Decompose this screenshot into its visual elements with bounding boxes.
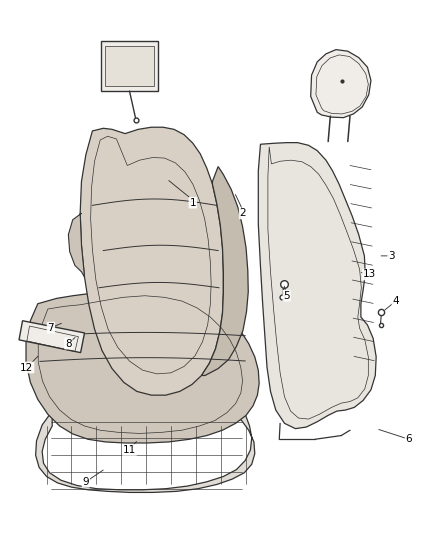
Text: 12: 12 (20, 362, 34, 373)
Text: 13: 13 (363, 270, 376, 279)
Polygon shape (19, 321, 85, 353)
Text: 1: 1 (190, 198, 196, 208)
Polygon shape (35, 411, 255, 492)
Polygon shape (258, 143, 376, 429)
Text: 4: 4 (392, 296, 399, 306)
Polygon shape (80, 127, 223, 395)
Text: 7: 7 (48, 322, 54, 333)
Text: 8: 8 (65, 338, 72, 349)
Polygon shape (101, 41, 158, 91)
Polygon shape (106, 46, 153, 86)
Polygon shape (311, 50, 371, 118)
Polygon shape (201, 166, 248, 375)
Polygon shape (26, 285, 259, 443)
Text: 11: 11 (123, 445, 136, 455)
Text: 6: 6 (406, 434, 412, 445)
Text: 3: 3 (388, 251, 395, 261)
Text: 5: 5 (283, 290, 290, 301)
Text: 2: 2 (240, 208, 246, 219)
Text: 9: 9 (82, 477, 89, 487)
Polygon shape (68, 213, 85, 277)
